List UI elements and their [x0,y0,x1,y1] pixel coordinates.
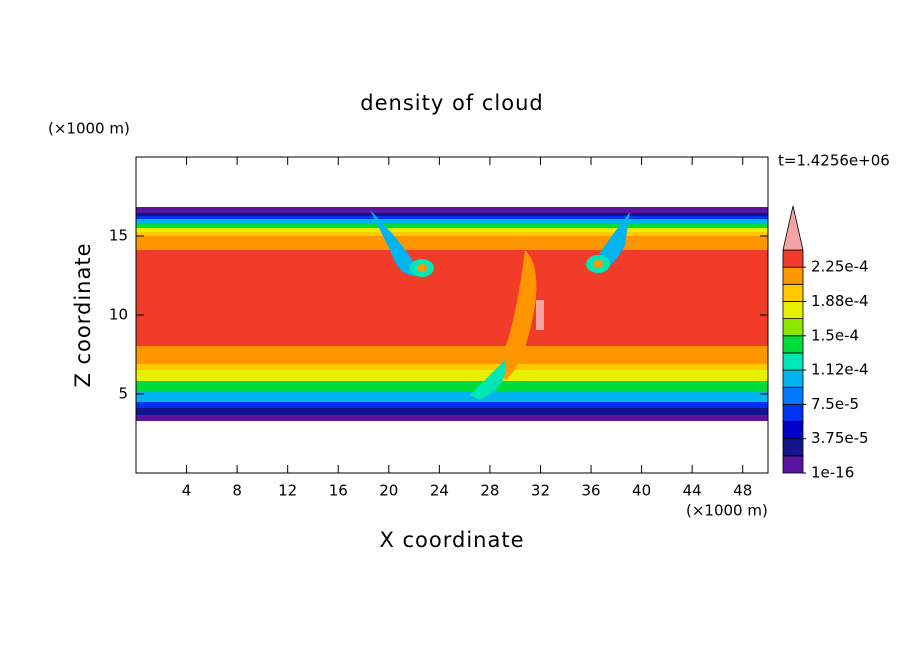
x-tick-label: 28 [480,482,499,500]
y-tick-label: 10 [109,306,128,324]
colorbar-band [782,352,804,371]
colorbar-extension [782,205,804,251]
colorbar-band [782,369,804,388]
x-axis-label: X coordinate [379,528,524,552]
colorbar-tick-label: 7.5e-5 [811,395,859,413]
x-tick-label: 48 [733,482,752,500]
y-tick-label: 5 [118,385,128,403]
colorbar-band [782,438,804,457]
x-tick-label: 44 [683,482,702,500]
colorbar-band [782,421,804,440]
chart-title: density of cloud [360,91,543,115]
x-tick-label: 40 [632,482,651,500]
colorbar-tick-label: 1e-16 [811,464,854,482]
colorbar-band [782,283,804,302]
colorbar-band [782,249,804,268]
contour-field [136,207,768,421]
colorbar-tick-label: 1.88e-4 [811,292,869,310]
colorbar-band [782,301,804,320]
y-tick-label: 15 [109,227,128,245]
x-tick-label: 12 [278,482,297,500]
colorbar-band [782,318,804,337]
colorbar-tick-label: 1.12e-4 [811,361,869,379]
time-annotation: t=1.4256e+06 [778,152,890,170]
y-axis-label: Z coordinate [71,242,95,387]
x-tick-label: 16 [329,482,348,500]
colorbar-tick-label: 3.75e-5 [811,429,869,447]
colorbar-band [782,386,804,405]
colorbar-tick-label: 2.25e-4 [811,258,869,276]
y-axis-unit: (×1000 m) [48,120,130,138]
colorbar-band [782,403,804,422]
x-tick-label: 36 [581,482,600,500]
x-tick-label: 24 [430,482,449,500]
x-tick-label: 20 [379,482,398,500]
colorbar-band [782,266,804,285]
colorbar-band [782,335,804,354]
x-tick-label: 32 [531,482,550,500]
x-axis-unit: (×1000 m) [686,502,768,520]
x-tick-label: 4 [182,482,192,500]
x-tick-label: 8 [232,482,242,500]
colorbar-tick-label: 1.5e-4 [811,326,859,344]
colorbar-band [782,455,804,474]
